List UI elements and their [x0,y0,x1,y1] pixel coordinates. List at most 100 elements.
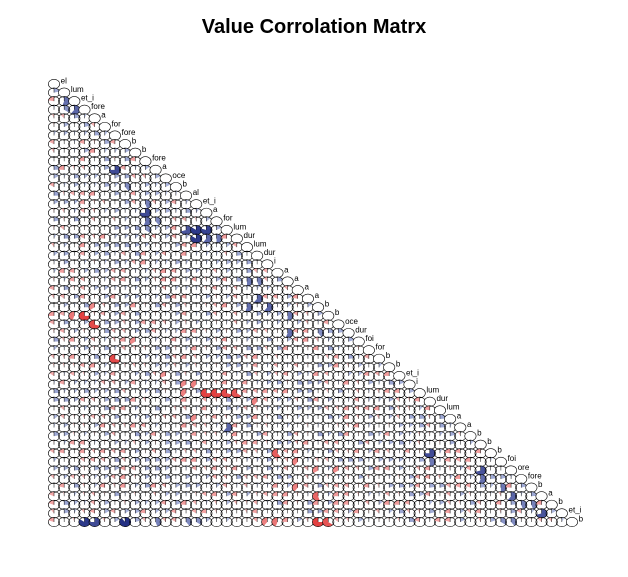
corr-cell [322,456,335,467]
corr-pie-slice [51,242,54,248]
diagonal-label: lum [254,239,267,248]
corr-cell [220,362,233,373]
corr-cell [58,121,71,132]
corr-cell [383,456,396,467]
corr-cell [190,474,203,485]
corr-cell [98,465,111,476]
corr-cell [200,285,213,296]
corr-cell [494,499,507,510]
corr-cell [48,233,60,244]
corr-cell [129,388,142,399]
corr-cell [230,285,243,296]
corr-cell [413,448,426,459]
corr-cell [230,465,243,476]
corr-pie-slice [58,268,65,273]
corr-pie-slice [437,474,440,480]
corr-pie-slice [180,251,187,256]
corr-cell [200,216,213,227]
corr-pie-slice [364,440,369,445]
corr-cell [98,345,111,356]
corr-pie-slice [190,199,202,209]
corr-pie-slice [409,457,412,462]
corr-pie-slice [114,285,118,291]
corr-cell [393,396,406,407]
corr-cell [68,190,81,201]
corr-cell [444,474,457,485]
corr-cell [393,499,406,510]
corr-cell [119,328,132,339]
corr-cell [312,465,325,476]
corr-pie-slice [368,422,372,428]
corr-pie-slice [236,276,243,282]
corr-cell [98,199,111,210]
corr-cell [362,482,375,493]
corr-cell [301,388,314,399]
corr-cell [505,491,518,502]
corr-cell [169,474,182,485]
corr-cell [68,310,81,321]
corr-cell [352,422,365,433]
corr-cell [281,353,294,364]
corr-pie-slice [498,491,501,497]
corr-cell [98,293,111,304]
corr-cell [200,465,213,476]
corr-pie-slice [257,285,260,291]
corr-cell [78,345,91,356]
corr-cell [108,465,121,476]
corr-cell [88,199,101,210]
corr-cell [98,225,111,235]
corr-cell [413,491,426,502]
corr-cell [58,448,71,459]
corr-pie-slice [61,208,65,213]
corr-pie-slice [175,208,178,213]
corr-pie-slice [79,251,85,256]
corr-cell [88,216,101,227]
corr-cell [78,113,91,124]
corr-pie-slice [203,233,213,244]
corr-cell [48,276,60,287]
corr-cell [220,293,233,304]
corr-pie-slice [125,242,131,248]
corr-cell [342,431,355,442]
corr-cell [68,216,81,227]
corr-cell [58,474,71,485]
corr-cell [129,448,142,459]
corr-cell [139,310,152,321]
corr-cell [48,422,60,433]
corr-cell [210,285,223,296]
corr-pie-slice [194,362,197,368]
corr-cell [58,242,71,253]
corr-cell [393,388,406,399]
corr-cell [301,405,314,416]
corr-cell [48,164,60,175]
corr-cell [200,328,213,339]
corr-pie-slice [120,251,126,256]
corr-cell [190,216,203,227]
corr-cell [261,422,274,433]
corr-cell [210,345,223,356]
corr-cell [362,448,375,459]
corr-cell [48,379,60,390]
corr-pie-slice [356,414,359,419]
corr-cell [220,422,233,433]
corr-cell [88,448,101,459]
corr-cell [169,448,182,459]
corr-cell [190,259,203,270]
corr-cell [444,465,457,476]
corr-pie-slice [246,268,253,273]
corr-cell [180,242,193,253]
corr-cell [78,456,91,467]
corr-pie-slice [152,491,156,497]
corr-cell [108,413,121,424]
corr-cell [180,474,193,485]
corr-pie-slice [160,268,166,273]
corr-cell [210,371,223,381]
corr-cell [129,267,142,278]
corr-pie-slice [318,474,321,480]
corr-cell [190,413,203,424]
corr-pie-slice [52,276,54,282]
corr-cell [200,233,213,244]
corr-cell [362,474,375,485]
corr-cell [78,104,91,115]
corr-cell [220,491,233,502]
